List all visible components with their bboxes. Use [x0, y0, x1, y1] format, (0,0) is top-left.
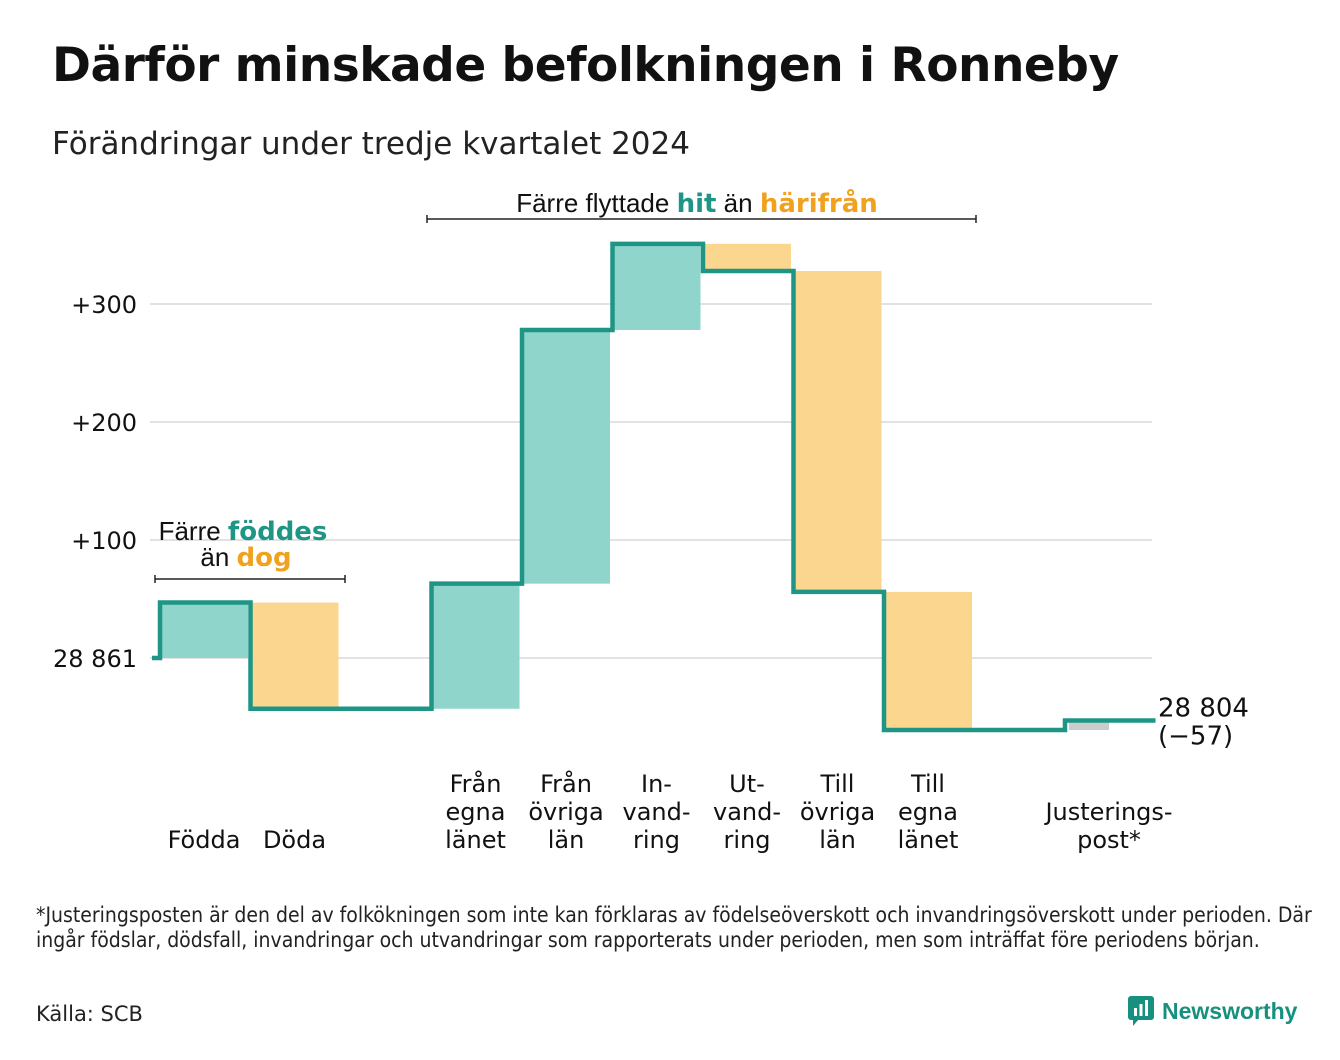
annotation-fragment: dog — [237, 543, 292, 573]
x-axis-labels: Födda DödaFrånegnalänetFrånövrigalänIn-va… — [168, 769, 1173, 854]
x-tick-label: Ut- — [729, 770, 765, 798]
cumulative-step-line — [152, 241, 1156, 733]
x-tick-label: övriga — [800, 798, 875, 826]
bar — [703, 243, 791, 271]
bar — [160, 602, 248, 658]
chart-title: Därför minskade befolkningen i Ronneby — [52, 38, 1119, 93]
annotation-fragment: föddes — [228, 517, 328, 547]
bar — [250, 602, 339, 709]
x-tick-label: Till — [820, 770, 855, 798]
y-tick-label: +300 — [71, 291, 137, 319]
brand-name: Newsworthy — [1162, 997, 1298, 1024]
chart-subtitle: Förändringar under tredje kvartalet 2024 — [52, 126, 690, 162]
x-tick-label: Födda — [168, 826, 241, 854]
newsworthy-logo-icon — [1128, 996, 1154, 1026]
bar — [612, 243, 701, 330]
bars — [160, 243, 1109, 730]
annotation-births-line1: Färre föddes — [159, 516, 328, 547]
bar — [431, 583, 520, 709]
bar — [793, 270, 882, 592]
x-tick-label: In- — [641, 770, 672, 798]
y-tick-label: +100 — [71, 527, 137, 555]
annotation-fragment: Färre flyttade — [516, 188, 676, 218]
end-value-label: 28 804 — [1158, 694, 1249, 724]
end-change-label: (−57) — [1158, 722, 1233, 752]
x-tick-label: egna — [446, 798, 506, 826]
x-tick-label: egna — [898, 798, 958, 826]
annotation-migration: Färre flyttade hit än härifrån — [516, 187, 878, 219]
x-tick-label: ring — [633, 826, 680, 854]
x-tick-label: länet — [445, 826, 506, 854]
x-tick-label: Till — [910, 770, 945, 798]
y-axis-labels: +300 +200 +100 28 861 — [53, 291, 137, 673]
x-tick-label: övriga — [528, 798, 603, 826]
y-tick-label: +200 — [71, 409, 137, 437]
source-note: Källa: SCB — [36, 1002, 143, 1026]
x-tick-label: Justerings- — [1043, 798, 1172, 826]
brand-logo: Newsworthy — [1128, 996, 1297, 1026]
x-tick-label: ring — [724, 826, 771, 854]
x-tick-label: län — [819, 826, 856, 854]
x-tick-label: län — [548, 826, 585, 854]
annotation-fragment: än — [200, 542, 236, 572]
annotation-fragment: härifrån — [760, 187, 878, 219]
bar — [1069, 720, 1109, 730]
x-tick-label: post* — [1077, 826, 1141, 854]
x-tick-label: vand- — [713, 798, 781, 826]
y-tick-label: 28 861 — [53, 645, 137, 673]
footnote: *Justeringsposten är den del av folkökni… — [36, 903, 1312, 952]
x-tick-label: Från — [540, 769, 592, 798]
x-tick-label: Från — [450, 769, 502, 798]
x-tick-label: Döda — [263, 826, 326, 854]
annotation-fragment: än — [716, 188, 759, 218]
annotation-fragment: Färre — [159, 516, 228, 546]
bar — [522, 329, 610, 584]
bar — [884, 591, 972, 730]
x-tick-label: vand- — [622, 798, 690, 826]
x-tick-label: länet — [898, 826, 959, 854]
annotation-fragment: hit — [677, 189, 717, 219]
end-value-labels: 28 804(−57) — [1158, 694, 1249, 752]
annotation-births-line2: än dog — [200, 542, 291, 573]
